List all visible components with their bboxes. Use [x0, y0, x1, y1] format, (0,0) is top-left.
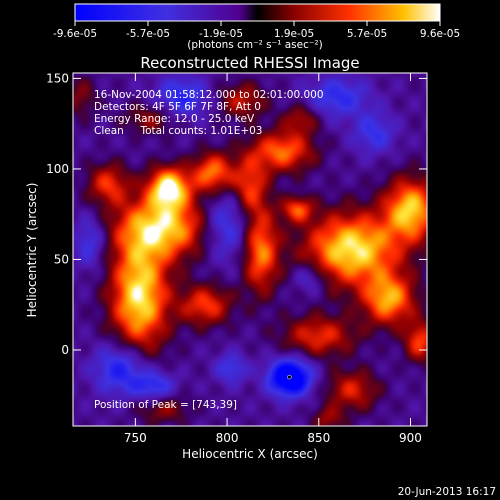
peak-position-label: Position of Peak = [743,39]: [94, 399, 237, 411]
colorbar-ticks: -9.6e-05 -5.7e-05 -1.9e-05 1.9e-05 5.7e-05 9.…: [53, 21, 460, 40]
x-tick-label: 850: [307, 431, 330, 445]
y-tick-label: 150: [46, 71, 69, 85]
colorbar-tick-label: 9.6e-05: [420, 28, 460, 40]
axis-ticks: 750 800 850 900 0 50 100 150: [46, 71, 427, 445]
annotation-line-2: Detectors: 4F 5F 6F 7F 8F, Att 0: [94, 101, 261, 113]
colorbar-tick-label: -1.9e-05: [199, 28, 243, 40]
annotation-line-1: 16-Nov-2004 01:58:12.000 to 02:01:00.000: [94, 89, 324, 101]
colorbar-tick-label: -5.7e-05: [126, 28, 170, 40]
x-tick-label: 800: [216, 431, 239, 445]
colorbar-tick-label: 5.7e-05: [347, 28, 387, 40]
colorbar: -9.6e-05 -5.7e-05 -1.9e-05 1.9e-05 5.7e-05 9.…: [53, 3, 460, 51]
colorbar-tick-label: -9.6e-05: [53, 28, 97, 40]
y-tick-label: 50: [54, 252, 69, 266]
y-tick-label: 0: [61, 343, 69, 357]
colorbar-unit-label: (photons cm⁻² s⁻¹ asec⁻²): [187, 39, 322, 51]
markers: [287, 374, 292, 380]
colorbar-tick-label: 1.9e-05: [274, 28, 314, 40]
annotation-line-4: Clean Total counts: 1.01E+03: [94, 125, 263, 137]
y-axis-label: Heliocentric Y (arcsec): [25, 183, 39, 318]
colorbar-gradient: [74, 3, 441, 22]
chart-title: Reconstructed RHESSI Image: [140, 54, 359, 72]
x-axis-label: Heliocentric X (arcsec): [182, 447, 318, 461]
plot-border: [72, 72, 428, 427]
minimum-marker: [287, 374, 292, 380]
heatmap-canvas: [73, 73, 427, 426]
plot-area: 750 800 850 900 0 50 100 150: [46, 71, 428, 445]
annotation-line-3: Energy Range: 12.0 - 25.0 keV: [94, 113, 255, 125]
y-tick-label: 100: [46, 162, 69, 176]
x-tick-label: 750: [124, 431, 147, 445]
x-tick-label: 900: [399, 431, 422, 445]
footer-date: 20-Jun-2013 16:17: [398, 486, 496, 498]
